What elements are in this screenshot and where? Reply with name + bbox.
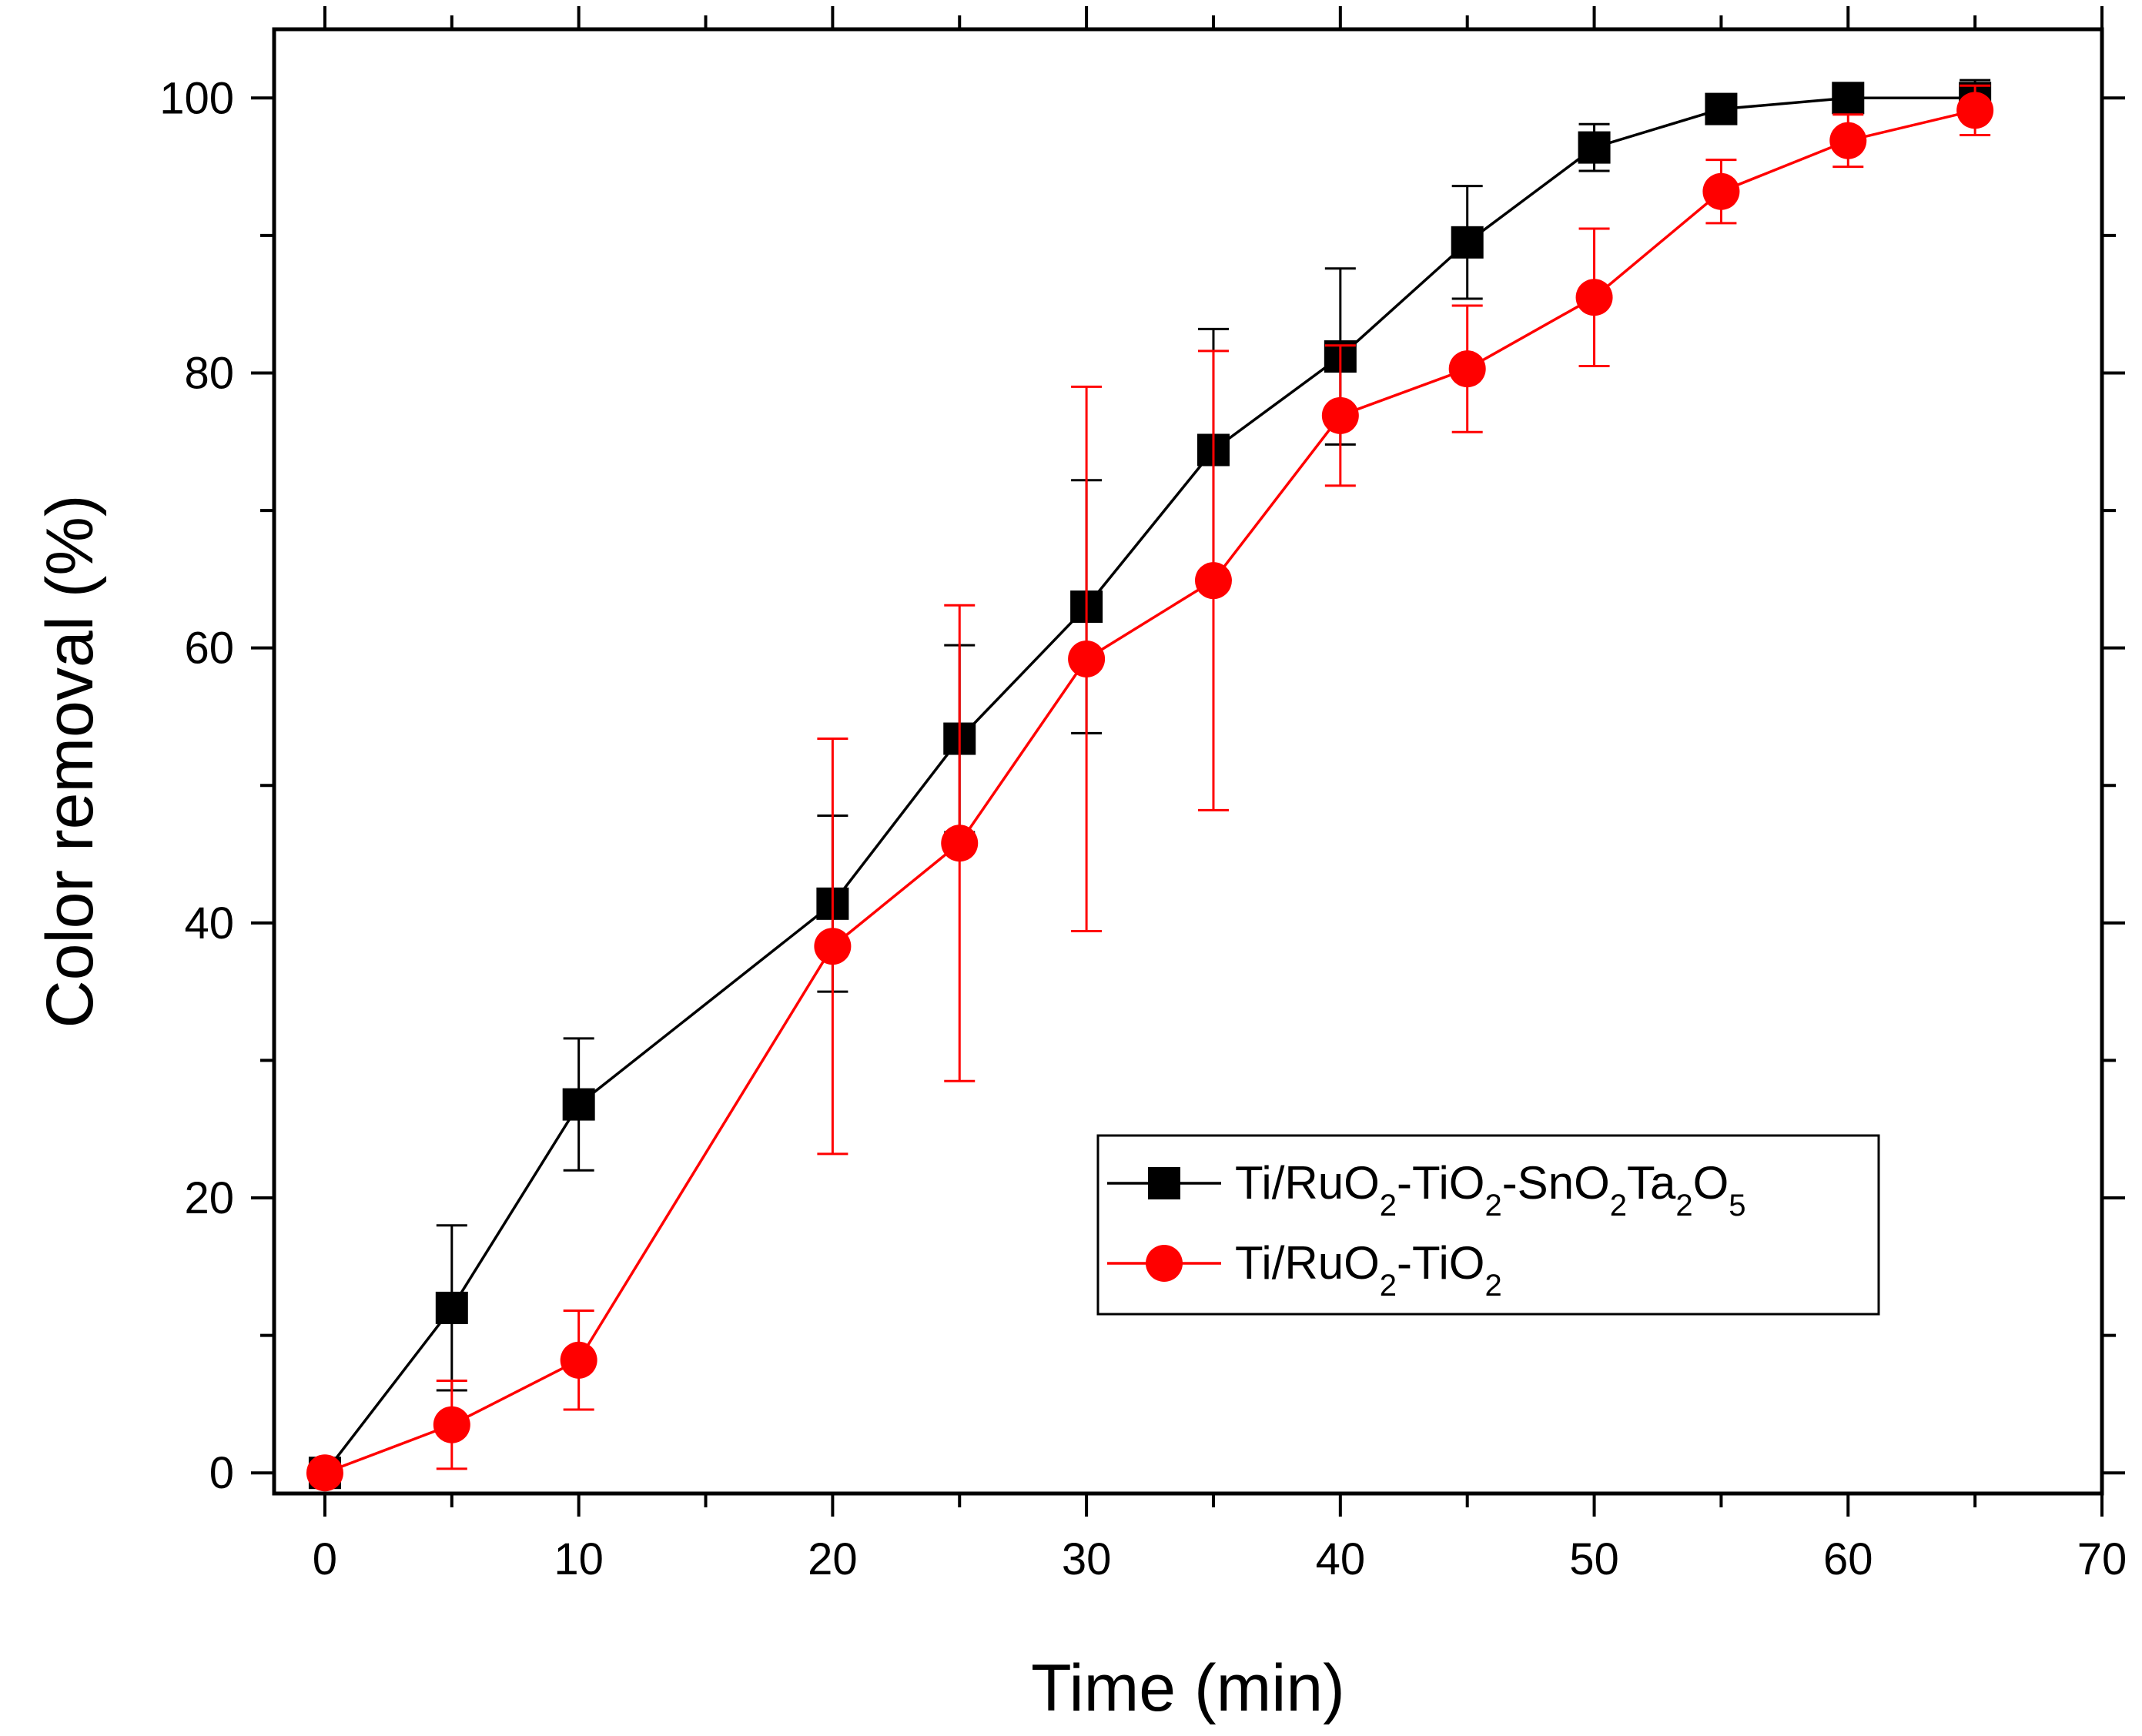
data-point xyxy=(1705,92,1738,125)
data-point xyxy=(1832,82,1865,115)
y-tick-label: 60 xyxy=(184,624,234,674)
data-point xyxy=(1194,562,1232,600)
data-point xyxy=(1956,92,1994,129)
legend: Ti/RuO2-TiO2-SnO2Ta2O5 Ti/RuO2-TiO2 xyxy=(1096,1134,1880,1316)
data-point xyxy=(1575,279,1613,316)
data-point xyxy=(1448,350,1486,388)
x-tick-label: 0 xyxy=(313,1534,337,1584)
legend-marker xyxy=(1148,1167,1180,1199)
legend-label: Ti/RuO2-TiO2-SnO2Ta2O5 xyxy=(1235,1157,1746,1223)
data-point xyxy=(562,1088,595,1121)
tick-layer xyxy=(251,6,2125,1517)
data-point xyxy=(1321,396,1359,434)
y-tick-label: 100 xyxy=(159,73,234,123)
y-tick-label: 40 xyxy=(184,898,234,948)
y-tick-label: 20 xyxy=(184,1173,234,1223)
data-point xyxy=(941,825,979,862)
data-point xyxy=(560,1341,597,1379)
plot-frame xyxy=(272,27,2104,1496)
legend-box xyxy=(1096,1134,1880,1316)
x-axis-title: Time (min) xyxy=(1031,1651,1345,1725)
data-point xyxy=(1068,640,1106,677)
data-point xyxy=(814,928,852,965)
series-layer xyxy=(306,79,1994,1492)
x-tick-label: 20 xyxy=(808,1534,858,1584)
series-2 xyxy=(306,84,1994,1492)
y-tick-label: 80 xyxy=(184,348,234,398)
tick-label-layer: 0 10 20 30 40 50 60 70 0 20 40 60 80 100 xyxy=(159,73,2127,1584)
y-axis-title: Color removal (%) xyxy=(33,495,107,1029)
x-tick-label: 30 xyxy=(1062,1534,1112,1584)
data-point xyxy=(435,1291,468,1324)
data-point xyxy=(1451,226,1484,259)
data-point xyxy=(306,1454,343,1492)
y-tick-label: 0 xyxy=(209,1448,234,1498)
data-point xyxy=(433,1406,470,1443)
data-point xyxy=(1702,172,1740,210)
x-tick-label: 10 xyxy=(554,1534,604,1584)
x-tick-label: 50 xyxy=(1569,1534,1619,1584)
x-tick-label: 60 xyxy=(1823,1534,1873,1584)
data-point xyxy=(1578,131,1611,164)
legend-label: Ti/RuO2-TiO2 xyxy=(1235,1237,1502,1303)
x-tick-label: 70 xyxy=(2077,1534,2127,1584)
x-tick-label: 40 xyxy=(1316,1534,1366,1584)
legend-marker xyxy=(1146,1245,1183,1282)
data-point xyxy=(1829,122,1867,159)
